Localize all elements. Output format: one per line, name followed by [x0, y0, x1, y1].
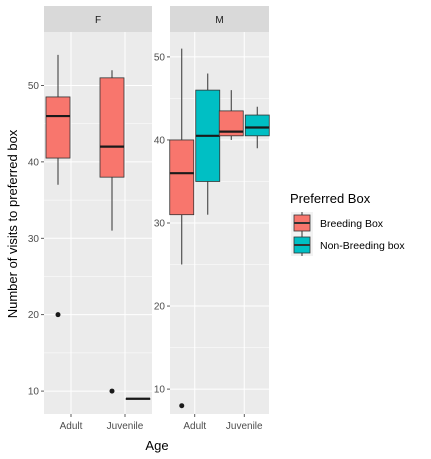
y-tick-label: 40	[28, 157, 40, 168]
box-juvenile-nonbreeding	[125, 397, 151, 400]
facet-strip-label: M	[215, 15, 223, 26]
legend-label-nonbreeding: Non-Breeding box	[320, 240, 405, 252]
box-iqr	[99, 77, 125, 178]
legend-key-nonbreeding	[291, 234, 313, 256]
panel-M: 10 20 30 40 50 Adult Juvenile M	[154, 6, 270, 432]
y-tick-label: 50	[28, 81, 40, 92]
legend: Preferred Box Breeding Box Non-Breeding …	[290, 191, 405, 256]
box-adult-nonbreeding	[195, 73, 221, 215]
y-tick-label: 20	[154, 302, 166, 313]
facet-strip-label: F	[95, 15, 101, 26]
facet-strip	[44, 6, 152, 32]
box-juvenile-nonbreeding	[244, 106, 270, 149]
outlier-point	[55, 312, 61, 318]
y-tick-label: 10	[154, 385, 166, 396]
legend-key-breeding	[291, 212, 313, 234]
y-tick-label: 20	[28, 310, 40, 321]
panel-F: 10 20 30 40 50 Adult Juvenile F	[28, 6, 152, 432]
box-iqr	[169, 139, 195, 216]
y-tick-label: 10	[28, 387, 40, 398]
facet-strip	[170, 6, 269, 32]
y-axis-title: Number of visits to preferred box	[5, 129, 20, 318]
box-juvenile-breeding	[99, 70, 125, 394]
x-tick-label: Adult	[60, 421, 83, 432]
x-axis-title: Age	[145, 438, 168, 453]
box-iqr	[45, 96, 71, 159]
outlier-point	[179, 403, 185, 409]
y-tick-label: 50	[154, 52, 166, 63]
x-tick-label: Juvenile	[107, 421, 144, 432]
x-tick-label: Juvenile	[226, 421, 263, 432]
legend-label-breeding: Breeding Box	[320, 218, 384, 230]
y-tick-label: 30	[28, 234, 40, 245]
y-tick-label: 40	[154, 135, 166, 146]
box-iqr	[244, 114, 270, 137]
y-tick-label: 30	[154, 219, 166, 230]
box-juvenile-breeding	[218, 90, 244, 140]
panel-background	[44, 32, 152, 414]
outlier-point	[109, 388, 115, 394]
x-tick-label: Adult	[183, 421, 206, 432]
box-adult-breeding	[169, 48, 195, 409]
legend-title: Preferred Box	[290, 191, 371, 206]
box-adult-breeding	[45, 54, 71, 318]
